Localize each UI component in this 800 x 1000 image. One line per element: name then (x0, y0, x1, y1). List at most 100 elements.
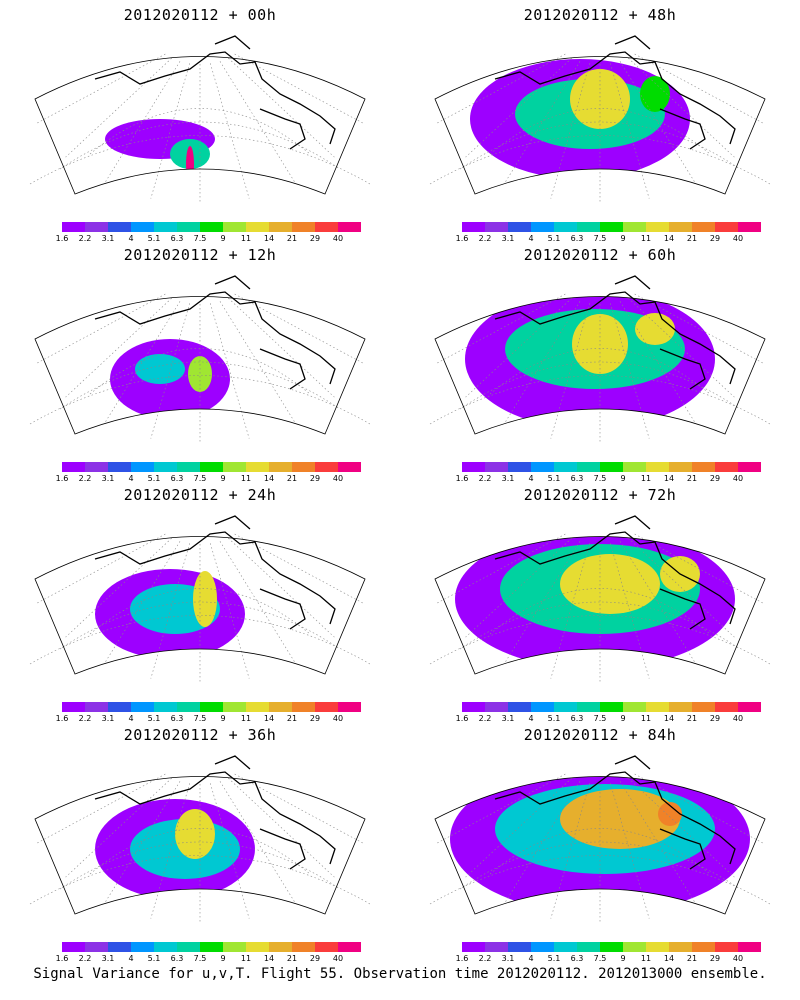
colorbar-tick-label: 1.6 (55, 954, 69, 963)
colorbar-swatch (738, 222, 761, 232)
colorbar-swatch (292, 702, 315, 712)
colorbar-swatch (577, 942, 600, 952)
colorbar-swatch (646, 942, 669, 952)
colorbar-swatch (108, 702, 131, 712)
colorbar-swatch (577, 702, 600, 712)
colorbar-tick-label: 14 (663, 234, 675, 243)
colorbar-swatch (554, 462, 577, 472)
figure-caption: Signal Variance for u,v,T. Flight 55. Ob… (33, 966, 767, 982)
colorbar-tick-label: 2.2 (78, 474, 92, 483)
colorbar-tick-label: 14 (263, 714, 275, 723)
colorbar-tick-label: 40 (332, 954, 344, 963)
colorbar-tick-label: 21 (286, 714, 298, 723)
colorbar-tick-label: 5.1 (147, 954, 161, 963)
map-panel: 2012020112 + 48h 1.6 2.2 3.1 4 5.1 6.3 7.5 9 11 14… (400, 0, 800, 243)
colorbar-tick-label: 11 (240, 714, 252, 723)
map-boundary (34, 536, 366, 675)
colorbar-tick-label: 2.2 (78, 714, 92, 723)
colorbar-tick-label: 1.6 (55, 234, 69, 243)
colorbar-tick-label: 29 (709, 474, 721, 483)
panel-title: 2012020112 + 48h (523, 6, 677, 24)
map-plot (429, 275, 771, 444)
map-panel: 2012020112 + 12h 1.6 2.2 3.1 4 5.1 6.3 7.5 9 11 14… (0, 240, 400, 483)
colorbar-tick-label: 40 (332, 234, 344, 243)
colorbar-swatch (554, 702, 577, 712)
colorbar-tick-label: 29 (309, 234, 321, 243)
colorbar-swatch (646, 462, 669, 472)
colorbar-tick-label: 7.5 (193, 954, 207, 963)
colorbar-swatch (85, 702, 108, 712)
colorbar-tick-label: 14 (263, 954, 275, 963)
colorbar-swatch (246, 942, 269, 952)
graticule (29, 773, 371, 924)
coastline (94, 275, 336, 390)
colorbar-swatch (338, 942, 361, 952)
colorbar-swatch (62, 462, 85, 472)
colorbar-tick-label: 14 (663, 714, 675, 723)
colorbar-swatch (462, 702, 485, 712)
colorbar-tick-label: 40 (332, 474, 344, 483)
coastline (494, 35, 736, 150)
colorbar-tick-label: 5.1 (547, 234, 561, 243)
colorbar-swatch (269, 702, 292, 712)
map-boundary (434, 536, 766, 675)
coastline (94, 515, 336, 630)
graticule (429, 53, 771, 204)
colorbar (62, 462, 361, 472)
colorbar (462, 462, 761, 472)
signal-variance-field (95, 569, 245, 674)
colorbar-tick-label: 7.5 (193, 474, 207, 483)
map-plot (429, 35, 771, 204)
colorbar-tick-label: 9 (620, 234, 626, 243)
colorbar-swatch (315, 942, 338, 952)
map-plot (29, 755, 371, 924)
colorbar-tick-label: 11 (640, 234, 652, 243)
colorbar-tick-label: 4 (128, 234, 134, 243)
colorbar-tick-label: 29 (709, 714, 721, 723)
colorbar-tick-label: 4 (528, 234, 534, 243)
colorbar-swatch (315, 222, 338, 232)
graticule (29, 53, 371, 204)
map-plot (29, 275, 371, 444)
colorbar-tick-label: 29 (709, 234, 721, 243)
colorbar-tick-label: 7.5 (193, 714, 207, 723)
colorbar-tick-label: 5.1 (147, 234, 161, 243)
colorbar-swatch (623, 222, 646, 232)
colorbar-swatch (738, 942, 761, 952)
colorbar (462, 222, 761, 232)
colorbar-swatch (531, 702, 554, 712)
colorbar-swatch (223, 702, 246, 712)
colorbar-swatch (85, 462, 108, 472)
colorbar-swatch (269, 942, 292, 952)
colorbar-swatch (600, 942, 623, 952)
map-panel: 2012020112 + 00h 1.6 2.2 3.1 4 5.1 6.3 7.5 9 11 14… (0, 0, 400, 243)
colorbar-tick-label: 7.5 (193, 234, 207, 243)
colorbar-tick-label: 29 (709, 954, 721, 963)
map-boundary (434, 56, 766, 195)
colorbar-swatch (692, 942, 715, 952)
variance-contour (175, 809, 215, 859)
colorbar-swatch (692, 462, 715, 472)
colorbar-swatch (292, 942, 315, 952)
colorbar-swatch (646, 702, 669, 712)
panel-title: 2012020112 + 24h (123, 486, 277, 504)
colorbar-tick-label: 5.1 (547, 954, 561, 963)
colorbar-tick-label: 29 (309, 474, 321, 483)
colorbar-tick-label: 4 (528, 954, 534, 963)
colorbar-tick-label: 2.2 (478, 714, 492, 723)
panel-title: 2012020112 + 36h (123, 726, 277, 744)
variance-contour (570, 69, 630, 129)
colorbar-tick-label: 7.5 (593, 714, 607, 723)
colorbar-tick-label: 21 (686, 474, 698, 483)
colorbar-swatch (462, 942, 485, 952)
colorbar-swatch (131, 702, 154, 712)
colorbar-tick-label: 7.5 (593, 474, 607, 483)
colorbar-swatch (531, 222, 554, 232)
variance-contour (560, 554, 660, 614)
colorbar-swatch (154, 462, 177, 472)
colorbar-swatch (485, 462, 508, 472)
colorbar-swatch (269, 222, 292, 232)
colorbar-tick-label: 3.1 (101, 234, 115, 243)
colorbar-swatch (485, 942, 508, 952)
colorbar-swatch (200, 942, 223, 952)
